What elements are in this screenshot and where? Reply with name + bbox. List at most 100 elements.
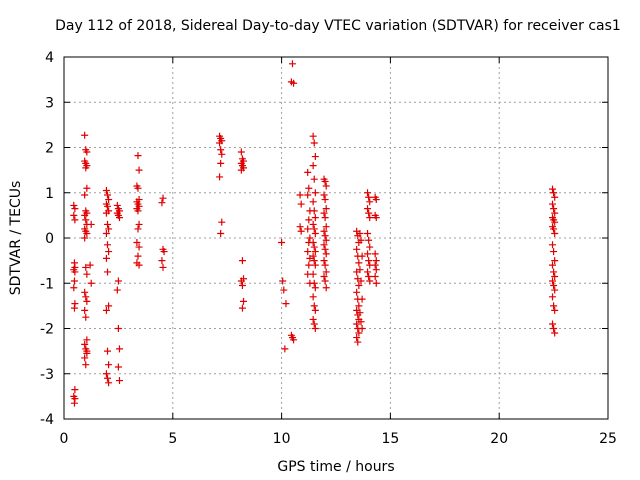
x-axis-label: GPS time / hours — [277, 459, 394, 475]
data-point — [550, 302, 558, 310]
data-point — [305, 261, 313, 269]
data-point — [71, 268, 79, 276]
data-point — [353, 245, 361, 253]
data-point — [83, 184, 91, 192]
data-point — [371, 250, 379, 258]
x-tick-label: 10 — [273, 431, 291, 447]
grid-layer — [64, 57, 608, 419]
data-point — [372, 279, 380, 287]
data-point — [305, 216, 313, 224]
data-point — [551, 286, 559, 294]
data-point — [372, 196, 380, 204]
data-point — [310, 279, 318, 287]
data-point — [114, 325, 122, 332]
data-point — [365, 193, 373, 201]
data-point — [366, 277, 374, 285]
data-point — [216, 139, 224, 147]
data-point — [158, 257, 166, 265]
data-point — [322, 205, 330, 213]
data-point — [311, 306, 319, 314]
data-point — [310, 207, 318, 215]
data-point — [135, 220, 143, 228]
data-point — [358, 325, 366, 332]
data-point — [353, 334, 361, 342]
data-point — [550, 268, 558, 276]
data-point — [355, 259, 363, 267]
data-point — [321, 261, 329, 269]
data-point — [365, 236, 373, 244]
data-point — [549, 277, 557, 285]
data-point — [551, 209, 559, 217]
data-point — [364, 268, 372, 276]
data-point — [82, 216, 90, 224]
y-tick-label: 1 — [45, 186, 54, 202]
data-point — [549, 241, 557, 249]
data-point — [296, 223, 304, 231]
data-point — [135, 243, 143, 251]
data-point — [551, 229, 559, 237]
data-point — [278, 239, 286, 247]
y-tick-label: -3 — [40, 367, 54, 383]
data-point — [81, 340, 89, 348]
data-point — [309, 220, 317, 228]
data-point — [304, 168, 312, 176]
data-point — [217, 146, 225, 154]
data-point — [364, 205, 372, 213]
data-point — [102, 306, 110, 314]
y-tick-label: 0 — [45, 231, 54, 247]
data-point — [356, 266, 364, 274]
data-point — [83, 270, 91, 278]
data-point — [102, 209, 110, 217]
data-point — [70, 211, 78, 219]
data-point — [364, 229, 372, 237]
data-point — [290, 79, 298, 87]
data-point — [70, 201, 78, 209]
data-point — [115, 214, 123, 222]
data-point — [358, 295, 366, 303]
data-point — [134, 207, 142, 215]
data-point — [309, 252, 317, 260]
data-point — [237, 166, 245, 174]
data-point — [105, 302, 113, 310]
data-point — [71, 386, 79, 394]
data-point — [549, 200, 557, 208]
data-point — [311, 189, 319, 197]
y-tick-label: 2 — [45, 141, 54, 157]
y-tick-label: 3 — [45, 95, 54, 111]
x-tick-label: 15 — [381, 431, 399, 447]
data-point — [311, 214, 319, 222]
y-tick-label: -4 — [40, 412, 54, 428]
data-point — [311, 261, 319, 269]
data-point — [288, 60, 296, 68]
data-point — [320, 227, 328, 235]
data-point — [280, 286, 288, 294]
y-tick-label: 4 — [45, 50, 54, 66]
data-point — [551, 193, 559, 201]
data-point — [549, 185, 557, 193]
data-point — [321, 177, 329, 185]
data-point — [83, 229, 91, 237]
data-point — [358, 252, 366, 260]
data-point — [238, 257, 246, 265]
data-point — [321, 277, 329, 285]
data-point — [320, 191, 328, 199]
data-point — [290, 336, 298, 344]
data-point — [551, 257, 559, 265]
x-tick-label: 25 — [599, 431, 617, 447]
data-point — [70, 399, 78, 407]
data-point — [102, 370, 110, 378]
data-point — [321, 232, 329, 240]
data-point — [158, 199, 166, 207]
data-point — [105, 248, 113, 256]
data-point — [355, 329, 363, 337]
data-point — [87, 220, 95, 228]
data-point — [321, 214, 329, 222]
data-point — [134, 152, 142, 160]
data-point — [102, 229, 110, 237]
data-point — [113, 201, 121, 209]
data-point — [104, 374, 112, 382]
data-point — [355, 302, 363, 310]
data-point — [322, 284, 330, 292]
data-point — [70, 277, 78, 285]
data-point — [135, 166, 143, 174]
